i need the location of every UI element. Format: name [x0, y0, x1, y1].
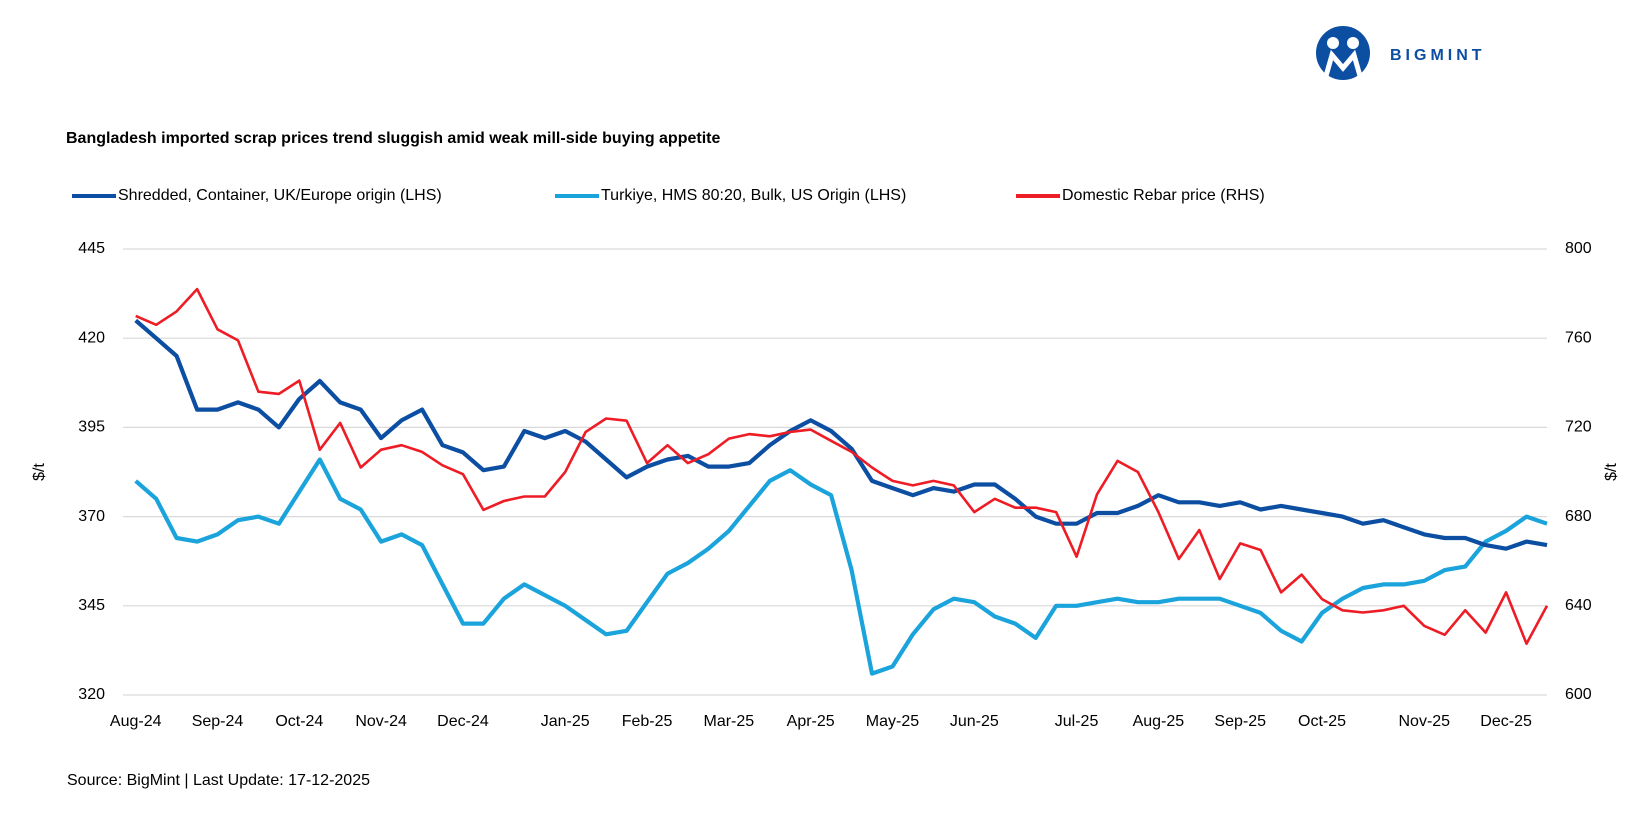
series-line: [134, 318, 1548, 551]
y2-tick-label: 800: [1565, 240, 1592, 257]
x-tick-label: Jun-25: [950, 713, 999, 730]
x-tick-label: Apr-25: [787, 713, 835, 730]
x-tick-label: Jul-25: [1055, 713, 1099, 730]
logo-icon: [1316, 26, 1370, 80]
y-tick-label: 345: [78, 597, 105, 614]
x-tick-label: Sep-24: [192, 713, 244, 730]
y-tick-label: 395: [78, 419, 105, 436]
x-tick-label: Nov-24: [355, 713, 407, 730]
legend-label: Domestic Rebar price (RHS): [1062, 187, 1265, 204]
y2-tick-label: 760: [1565, 329, 1592, 346]
chart-title: Bangladesh imported scrap prices trend s…: [66, 130, 720, 147]
legend-label: Shredded, Container, UK/Europe origin (L…: [118, 187, 442, 204]
x-tick-label: Nov-25: [1398, 713, 1450, 730]
x-tick-label: Sep-25: [1214, 713, 1266, 730]
logo: BIGMINT: [1316, 26, 1486, 80]
series-line: [134, 457, 1548, 676]
y2-tick-label: 600: [1565, 686, 1592, 703]
y-tick-label: 445: [78, 240, 105, 257]
x-tick-label: Feb-25: [622, 713, 673, 730]
logo-icon-dot: [1327, 37, 1339, 49]
y-tick-label: 420: [78, 329, 105, 346]
y2-tick-label: 640: [1565, 597, 1592, 614]
x-tick-label: Dec-24: [437, 713, 489, 730]
logo-icon-dot: [1347, 37, 1359, 49]
x-tick-label: Mar-25: [704, 713, 755, 730]
source: Source: BigMint | Last Update: 17-12-202…: [67, 772, 370, 789]
logo-text: BIGMINT: [1390, 47, 1486, 64]
y2-tick-label: 680: [1565, 508, 1592, 525]
y2-tick-label: 720: [1565, 419, 1592, 436]
x-tick-label: Aug-25: [1133, 713, 1185, 730]
logo-icon-m: [1323, 49, 1363, 77]
x-tick-label: Oct-25: [1298, 713, 1346, 730]
y-tick-label: 370: [78, 508, 105, 525]
x-tick-label: May-25: [866, 713, 919, 730]
series-line: [135, 287, 1549, 645]
y2-axis-title: $/t: [1603, 463, 1620, 481]
x-tick-label: Dec-25: [1480, 713, 1532, 730]
x-tick-label: Jan-25: [541, 713, 590, 730]
y-tick-label: 320: [78, 686, 105, 703]
y-axis-title: $/t: [31, 463, 48, 481]
x-tick-label: Aug-24: [110, 713, 162, 730]
legend-label: Turkiye, HMS 80:20, Bulk, US Origin (LHS…: [601, 187, 906, 204]
x-tick-label: Oct-24: [275, 713, 323, 730]
